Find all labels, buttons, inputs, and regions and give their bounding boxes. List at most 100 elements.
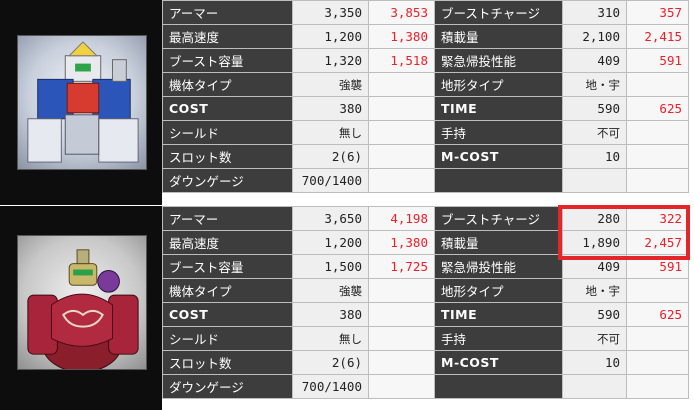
- stat-value: 不可: [562, 326, 627, 351]
- stat-row: 機体タイプ 強襲 地形タイプ 地・宇: [162, 72, 689, 97]
- stat-upgraded-value: 625: [626, 302, 689, 327]
- stat-row: ダウンゲージ 700/1400: [162, 168, 689, 193]
- mobile-suit-red-image: [27, 249, 139, 369]
- stat-label: 緊急帰投性能: [434, 48, 563, 73]
- stats-table: アーマー 3,650 4,198 ブーストチャージ 280 322 最高速度 1,200 1,3…: [162, 206, 689, 399]
- stat-upgraded-value: [368, 374, 435, 399]
- stat-value: 280: [562, 206, 627, 231]
- stat-upgraded-value: 1,380: [368, 230, 435, 255]
- stat-value: [562, 374, 627, 399]
- stat-row: アーマー 3,650 4,198 ブーストチャージ 280 322: [162, 206, 689, 231]
- stat-upgraded-value: [626, 350, 689, 375]
- stat-value: 1,320: [292, 48, 369, 73]
- stat-label: ブースト容量: [162, 254, 293, 279]
- stat-row: シールド 無し 手持 不可: [162, 120, 689, 145]
- stat-value: 700/1400: [292, 168, 369, 193]
- stat-row: ダウンゲージ 700/1400: [162, 374, 689, 399]
- stat-value: 700/1400: [292, 374, 369, 399]
- stat-value: 不可: [562, 120, 627, 145]
- stat-label: アーマー: [162, 206, 293, 231]
- stat-upgraded-value: [368, 326, 435, 351]
- stat-upgraded-value: [626, 72, 689, 97]
- stat-value: 無し: [292, 326, 369, 351]
- stat-label: [434, 168, 563, 193]
- stat-label: ダウンゲージ: [162, 374, 293, 399]
- stat-value: 2(6): [292, 350, 369, 375]
- stat-upgraded-value: 2,457: [626, 230, 689, 255]
- stat-value: 409: [562, 48, 627, 73]
- stat-label: 地形タイプ: [434, 72, 563, 97]
- stat-label: 手持: [434, 120, 563, 145]
- stat-label: 緊急帰投性能: [434, 254, 563, 279]
- stat-upgraded-value: [368, 96, 435, 121]
- stat-value: 2(6): [292, 144, 369, 169]
- stat-value: 2,100: [562, 24, 627, 49]
- stat-label: 最高速度: [162, 24, 293, 49]
- stat-upgraded-value: [368, 120, 435, 145]
- stat-row: ブースト容量 1,320 1,518 緊急帰投性能 409 591: [162, 48, 689, 73]
- stat-upgraded-value: 1,518: [368, 48, 435, 73]
- unit-image-cell: [0, 0, 162, 205]
- stat-value: 1,890: [562, 230, 627, 255]
- stat-row: スロット数 2(6) M-COST 10: [162, 144, 689, 169]
- stat-label: [434, 374, 563, 399]
- stat-label: スロット数: [162, 144, 293, 169]
- stat-value: 強襲: [292, 72, 369, 97]
- stat-upgraded-value: 322: [626, 206, 689, 231]
- stat-label: M-COST: [434, 144, 563, 169]
- stat-upgraded-value: 591: [626, 254, 689, 279]
- stat-upgraded-value: 625: [626, 96, 689, 121]
- stat-label: ブースト容量: [162, 48, 293, 73]
- stat-upgraded-value: [368, 302, 435, 327]
- stat-upgraded-value: [368, 278, 435, 303]
- stat-value: 3,350: [292, 0, 369, 25]
- stat-upgraded-value: 357: [626, 0, 689, 25]
- stat-value: 10: [562, 144, 627, 169]
- unit-portrait-image: [17, 35, 147, 170]
- stat-label: 手持: [434, 326, 563, 351]
- stat-value: 地・宇: [562, 278, 627, 303]
- stat-row: アーマー 3,350 3,853 ブーストチャージ 310 357: [162, 0, 689, 25]
- stat-upgraded-value: [368, 168, 435, 193]
- stat-label: スロット数: [162, 350, 293, 375]
- stat-value: 310: [562, 0, 627, 25]
- stat-value: 590: [562, 96, 627, 121]
- stat-label: ブーストチャージ: [434, 206, 563, 231]
- stat-value: 地・宇: [562, 72, 627, 97]
- stat-label: シールド: [162, 326, 293, 351]
- stat-upgraded-value: [626, 326, 689, 351]
- stat-row: COST 380 TIME 590 625: [162, 96, 689, 121]
- stat-row: 機体タイプ 強襲 地形タイプ 地・宇: [162, 278, 689, 303]
- stat-value: 1,500: [292, 254, 369, 279]
- stat-value: 380: [292, 302, 369, 327]
- stat-label: COST: [162, 302, 293, 327]
- stat-value: 1,200: [292, 24, 369, 49]
- stat-value: 590: [562, 302, 627, 327]
- stat-upgraded-value: [626, 120, 689, 145]
- stat-row: ブースト容量 1,500 1,725 緊急帰投性能 409 591: [162, 254, 689, 279]
- stat-upgraded-value: 3,853: [368, 0, 435, 25]
- stats-table: アーマー 3,350 3,853 ブーストチャージ 310 357 最高速度 1,200 1,3…: [162, 0, 689, 193]
- stat-upgraded-value: 4,198: [368, 206, 435, 231]
- stat-upgraded-value: 591: [626, 48, 689, 73]
- stat-row: スロット数 2(6) M-COST 10: [162, 350, 689, 375]
- stat-label: ブーストチャージ: [434, 0, 563, 25]
- stat-value: 10: [562, 350, 627, 375]
- stat-label: 最高速度: [162, 230, 293, 255]
- stat-label: 積載量: [434, 230, 563, 255]
- stat-upgraded-value: 1,380: [368, 24, 435, 49]
- stat-value: 380: [292, 96, 369, 121]
- stat-upgraded-value: [368, 144, 435, 169]
- stat-value: [562, 168, 627, 193]
- stat-label: TIME: [434, 96, 563, 121]
- stat-value: 409: [562, 254, 627, 279]
- stat-upgraded-value: [626, 168, 689, 193]
- unit-portrait-image: [17, 235, 147, 370]
- stat-row: 最高速度 1,200 1,380 積載量 1,890 2,457: [162, 230, 689, 255]
- stat-upgraded-value: [368, 72, 435, 97]
- stat-label: ダウンゲージ: [162, 168, 293, 193]
- stat-label: 機体タイプ: [162, 72, 293, 97]
- stat-label: 地形タイプ: [434, 278, 563, 303]
- stat-label: アーマー: [162, 0, 293, 25]
- stat-row: COST 380 TIME 590 625: [162, 302, 689, 327]
